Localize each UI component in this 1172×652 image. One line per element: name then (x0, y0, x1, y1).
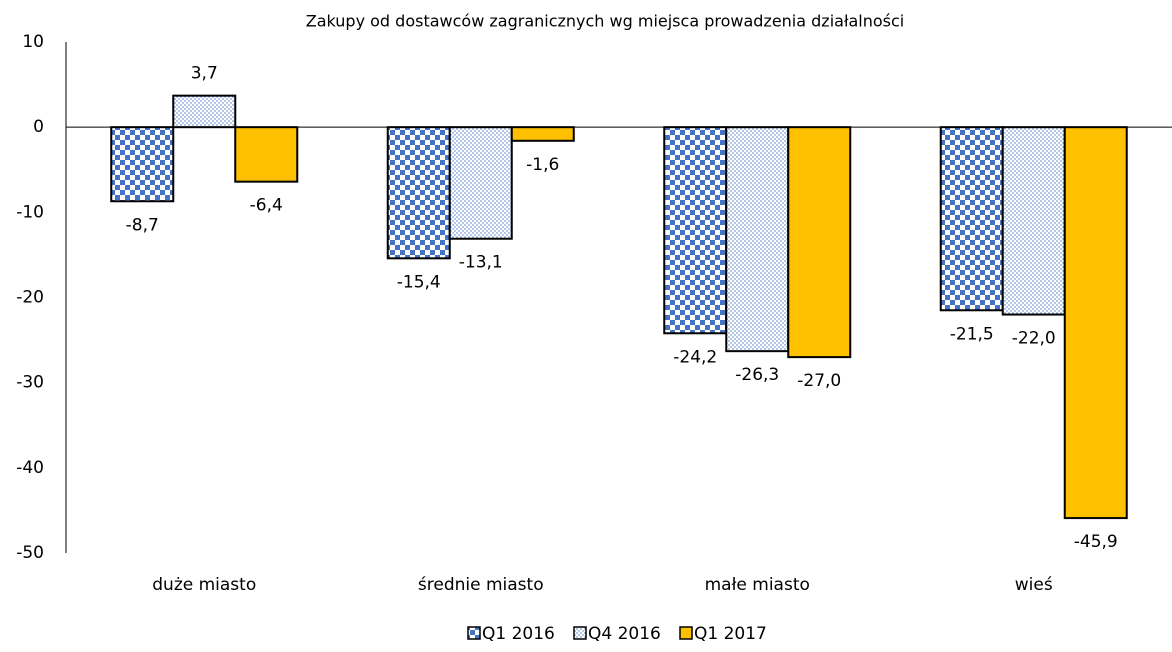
data-label: -24,2 (673, 347, 717, 367)
data-label: -15,4 (397, 272, 441, 292)
bar (110, 126, 175, 203)
data-label: -1,6 (526, 155, 559, 175)
y-tick-label: -30 (16, 373, 44, 393)
bar (787, 126, 852, 359)
legend-swatch (679, 626, 693, 640)
data-label: -45,9 (1074, 532, 1118, 552)
data-label: -13,1 (459, 253, 503, 273)
x-tick-label: średnie miasto (418, 575, 544, 595)
y-tick-label: 0 (33, 117, 44, 137)
x-tick-label: małe miasto (705, 575, 810, 595)
bar (510, 126, 575, 142)
data-label: -22,0 (1012, 329, 1056, 349)
bar (725, 126, 790, 353)
x-tick-label: duże miasto (152, 575, 256, 595)
x-tick-label: wieś (1015, 575, 1053, 595)
y-tick-label: -50 (16, 543, 44, 563)
data-label: -21,5 (950, 324, 994, 344)
bar (1063, 126, 1128, 520)
chart-title: Zakupy od dostawców zagranicznych wg mie… (306, 12, 905, 31)
bar (386, 126, 451, 260)
bar (663, 126, 728, 335)
bar (172, 94, 237, 129)
legend-label: Q4 2016 (588, 624, 661, 644)
bar (234, 126, 299, 183)
y-tick-label: -10 (16, 202, 44, 222)
legend-label: Q1 2016 (482, 624, 555, 644)
data-label: -6,4 (250, 196, 283, 216)
bar (1001, 126, 1066, 316)
y-tick-label: 10 (22, 32, 44, 52)
y-tick-label: -40 (16, 458, 44, 478)
data-label: -27,0 (797, 371, 841, 391)
data-label: 3,7 (191, 64, 218, 84)
legend-swatch (573, 626, 587, 640)
bar (448, 126, 513, 240)
legend-label: Q1 2017 (694, 624, 767, 644)
data-label: -26,3 (735, 365, 779, 385)
bar (939, 126, 1004, 312)
data-label: -8,7 (126, 215, 159, 235)
legend-swatch (467, 626, 481, 640)
y-tick-label: -20 (16, 288, 44, 308)
